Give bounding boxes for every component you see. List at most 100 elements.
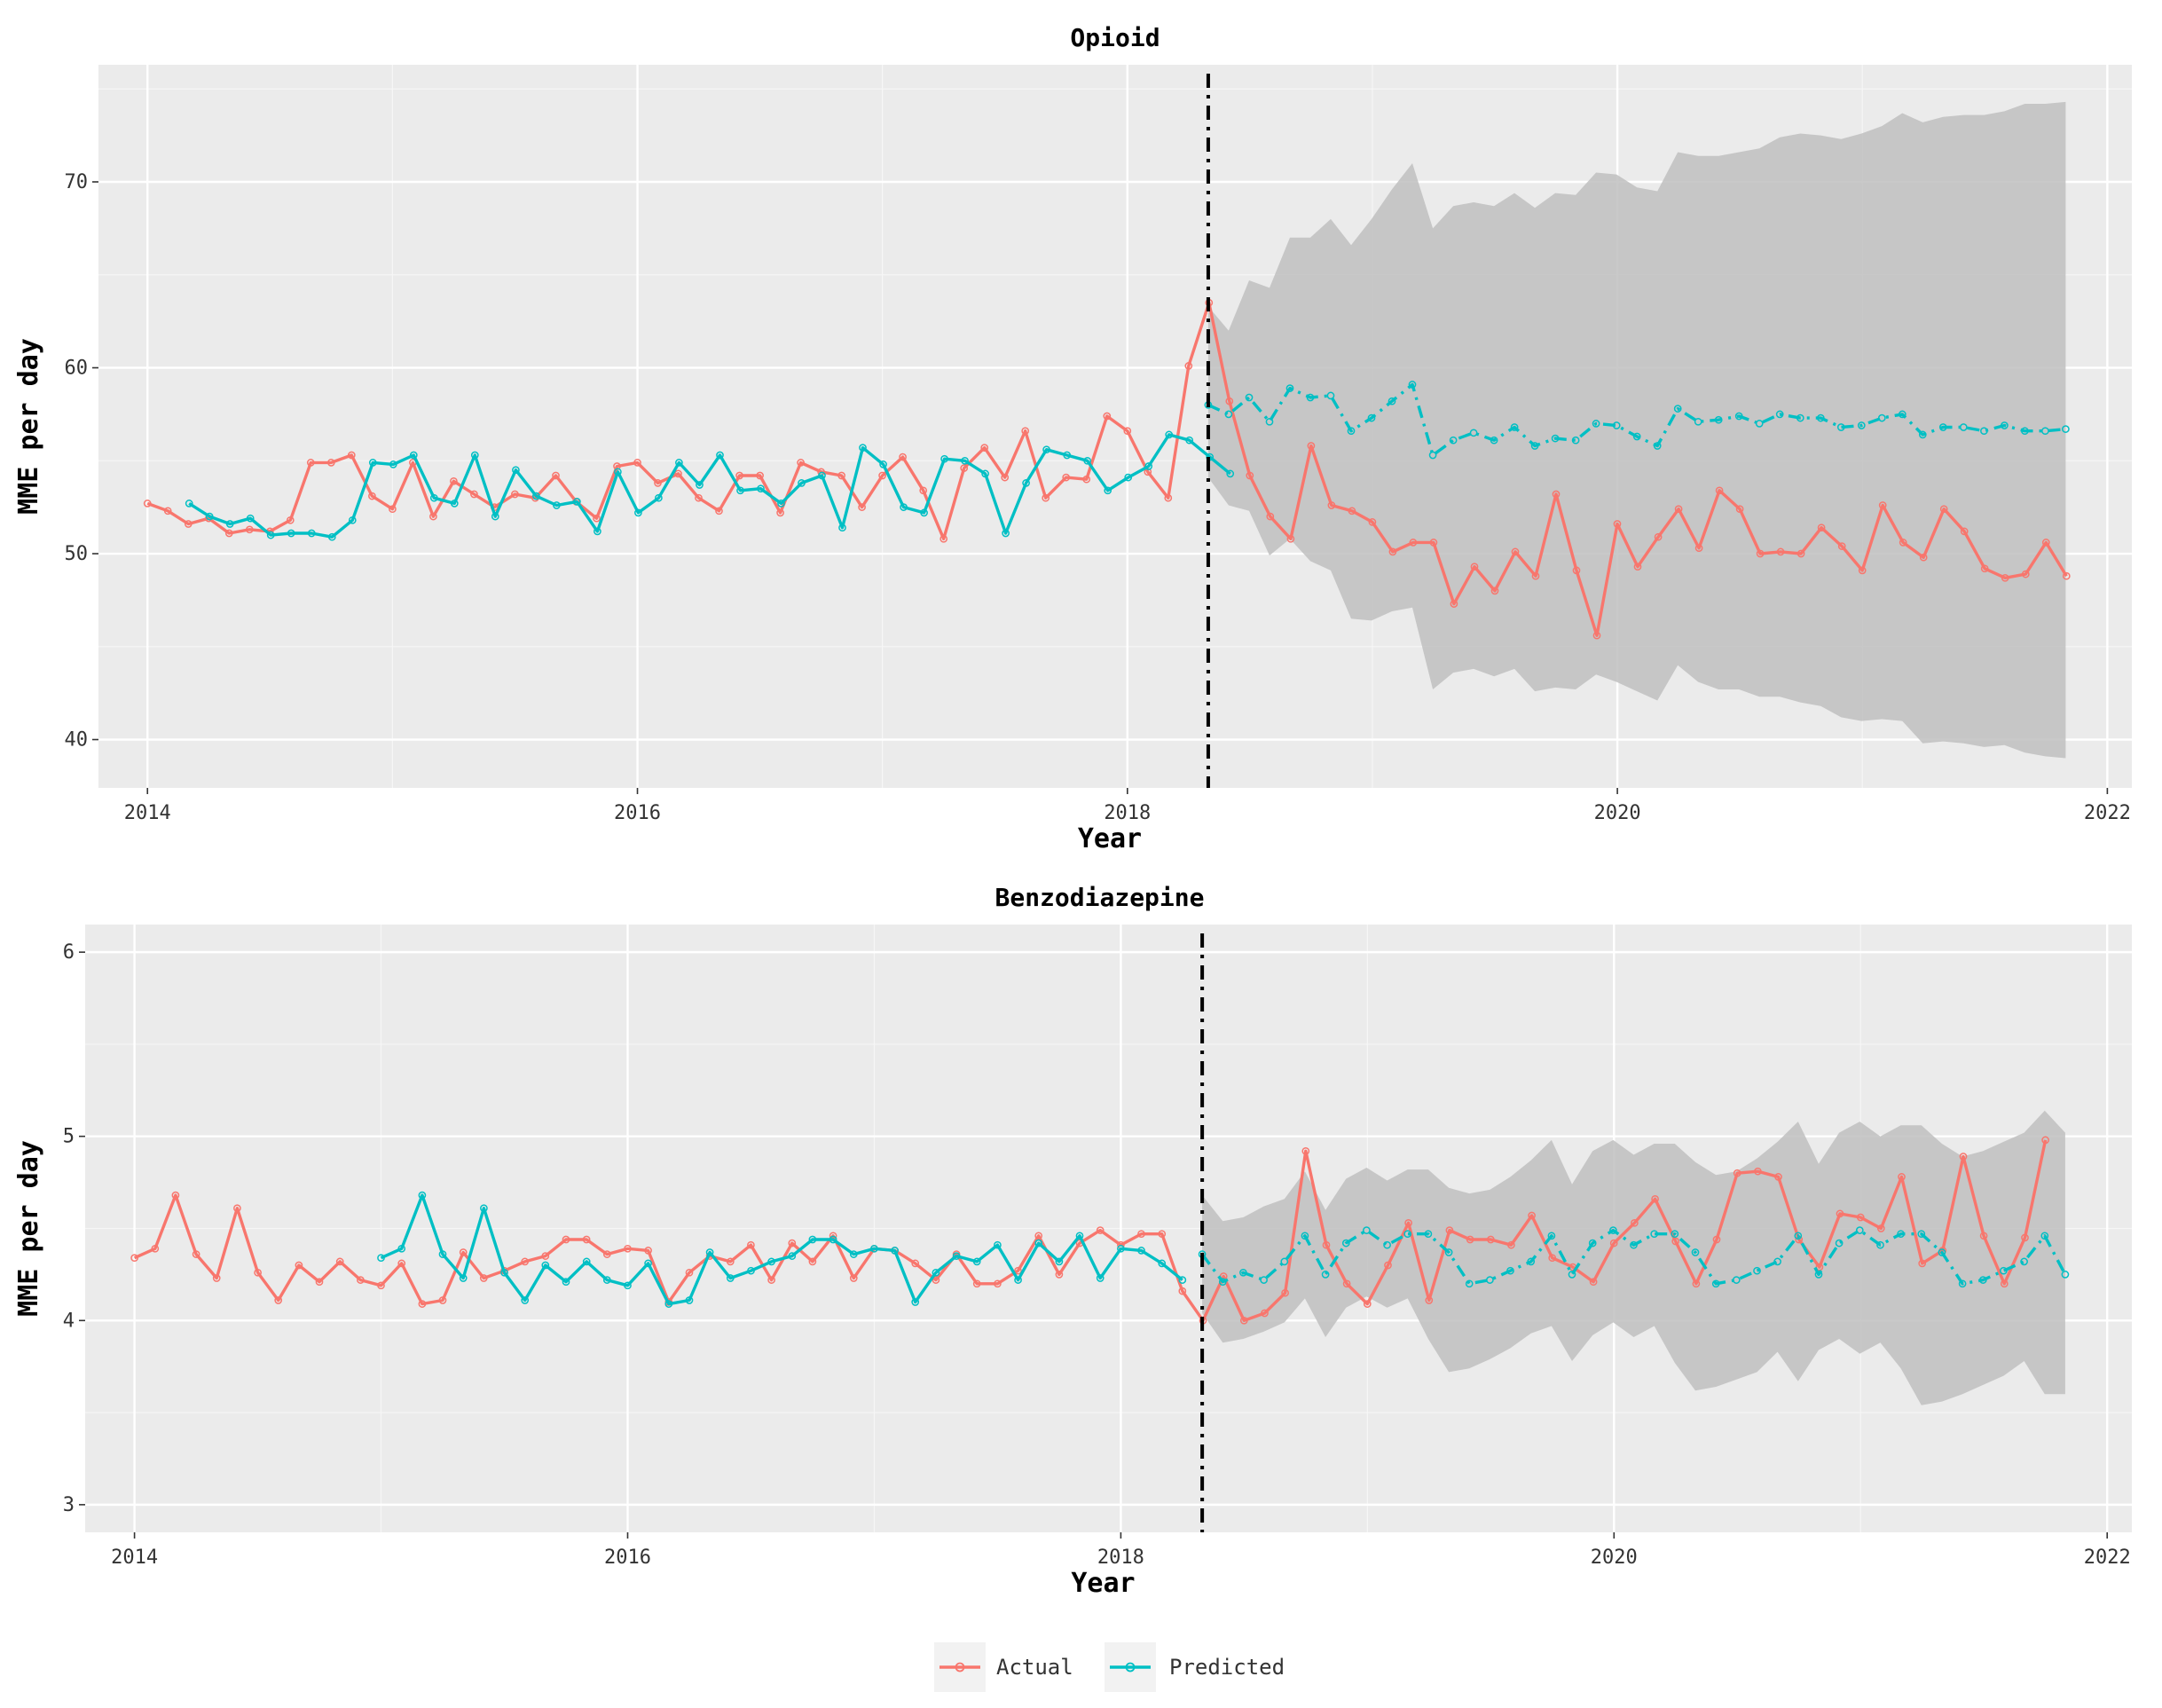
x-tick-label: 2020	[1594, 802, 1641, 824]
data-point-actual	[1164, 493, 1173, 502]
data-point-actual	[1674, 505, 1683, 514]
data-point-predicted	[470, 451, 479, 460]
data-point-actual	[1531, 571, 1540, 580]
data-point-actual	[418, 1300, 427, 1308]
data-point-predicted-forecast	[1510, 423, 1519, 431]
data-point-predicted	[634, 508, 642, 517]
data-point-predicted	[940, 454, 948, 463]
data-point-predicted-forecast	[1224, 410, 1233, 419]
y-tick-label: 3	[63, 1494, 75, 1516]
data-point-predicted-forecast	[1691, 1248, 1700, 1256]
data-point-actual	[459, 1248, 468, 1256]
data-point-actual	[1712, 1235, 1721, 1244]
data-point-actual	[899, 453, 907, 461]
data-point-actual	[347, 451, 356, 460]
data-point-predicted-forecast	[1260, 1276, 1268, 1284]
data-point-actual	[1158, 1230, 1167, 1239]
data-point-predicted-forecast	[1609, 1226, 1617, 1234]
data-point-actual	[1363, 1300, 1372, 1308]
x-tick-label: 2018	[1104, 802, 1151, 824]
data-point-actual	[1409, 539, 1418, 547]
data-point-predicted	[736, 486, 744, 495]
data-point-predicted-forecast	[1280, 1257, 1289, 1266]
data-point-actual	[674, 469, 682, 478]
data-point-predicted	[818, 471, 826, 480]
data-point-predicted-forecast	[1755, 420, 1764, 428]
data-point-actual	[1856, 1213, 1865, 1222]
data-point-actual	[1548, 1254, 1557, 1263]
x-tick-label: 2014	[124, 802, 171, 824]
data-point-predicted-forecast	[1551, 434, 1560, 443]
data-point-predicted	[1144, 462, 1153, 470]
data-point-actual	[1466, 1235, 1474, 1244]
benzodiazepine-panel: 2014 2016 2018 2020 2022 3 4 5 6 Benzodiazepine Ye…	[13, 883, 2132, 1599]
data-point-predicted-forecast	[1959, 423, 1968, 431]
data-point-predicted	[1158, 1259, 1167, 1268]
data-point-predicted	[900, 503, 908, 511]
data-point-predicted	[573, 498, 581, 506]
data-point-actual	[1137, 1230, 1145, 1239]
series-line-predicted	[380, 1193, 1183, 1306]
data-point-actual	[1404, 1218, 1412, 1227]
data-point-predicted	[205, 512, 214, 521]
data-point-actual	[1654, 532, 1663, 541]
data-point-predicted	[624, 1281, 632, 1290]
data-point-actual	[1959, 1153, 1968, 1161]
data-point-predicted	[829, 1235, 837, 1244]
data-point-actual	[2021, 1233, 2029, 1242]
data-point-predicted	[377, 1254, 385, 1263]
data-point-predicted-forecast	[1403, 1230, 1412, 1239]
y-tick-label: 50	[65, 543, 89, 565]
data-point-actual	[1939, 505, 1948, 514]
data-point-predicted-forecast	[1530, 442, 1539, 450]
data-point-predicted-forecast	[1469, 429, 1478, 437]
data-point-predicted	[459, 1274, 468, 1282]
data-point-predicted-forecast	[1897, 1230, 1905, 1239]
data-point-predicted	[838, 523, 846, 532]
data-point-predicted-forecast	[2062, 425, 2070, 433]
x-tick-label: 2014	[111, 1547, 158, 1569]
data-point-predicted	[1178, 1276, 1187, 1284]
data-point-predicted-forecast	[1245, 393, 1254, 402]
data-point-actual	[1225, 397, 1234, 405]
data-point-predicted	[920, 508, 928, 517]
data-point-predicted	[655, 493, 663, 502]
data-point-actual	[1754, 1167, 1762, 1176]
confidence-band	[1202, 1110, 2065, 1405]
data-point-actual	[521, 1257, 530, 1266]
legend-point-actual	[955, 1662, 965, 1673]
data-point-actual	[1609, 1239, 1618, 1248]
data-point-predicted	[1117, 1244, 1125, 1253]
data-point-predicted	[870, 1244, 878, 1253]
data-point-actual	[212, 1274, 221, 1282]
data-point-predicted	[246, 514, 255, 523]
x-tick-label: 2018	[1097, 1547, 1144, 1569]
data-point-predicted	[1083, 456, 1092, 465]
data-point-actual	[1613, 520, 1622, 528]
data-point-predicted-forecast	[1814, 1271, 1823, 1279]
data-point-predicted	[1002, 529, 1010, 538]
data-point-predicted	[582, 1257, 591, 1266]
data-point-predicted	[981, 469, 989, 478]
data-point-actual	[2062, 571, 2071, 580]
legend: Actual Predicted	[934, 1642, 1285, 1692]
data-point-predicted-forecast	[1568, 1271, 1576, 1279]
opioid-panel: 2014 2016 2018 2020 2022 40 50 60 70 Opioid Year MM…	[13, 23, 2132, 854]
data-point-predicted	[438, 1250, 447, 1258]
data-point-actual	[254, 1268, 262, 1277]
y-tick-label: 5	[63, 1126, 75, 1148]
data-point-actual	[1633, 563, 1642, 571]
data-point-actual	[397, 1259, 406, 1268]
data-point-predicted-forecast	[1673, 405, 1682, 413]
series-line-actual	[146, 301, 2068, 637]
data-point-predicted	[1055, 1257, 1064, 1266]
data-point-predicted	[859, 444, 867, 452]
data-point-predicted-forecast	[1918, 430, 1927, 439]
data-point-actual	[1694, 544, 1703, 553]
data-point-predicted-forecast	[1285, 384, 1294, 392]
data-point-predicted	[594, 527, 601, 536]
data-point-actual	[1034, 1232, 1043, 1240]
data-point-actual	[1735, 505, 1744, 514]
data-point-actual	[130, 1254, 138, 1263]
